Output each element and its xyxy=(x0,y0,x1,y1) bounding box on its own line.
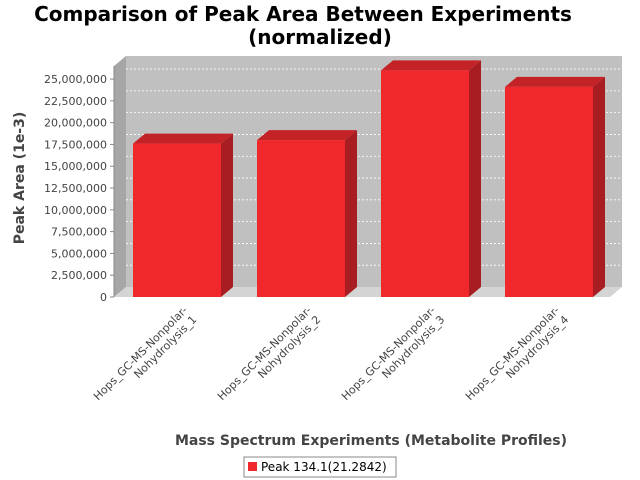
bar-side xyxy=(221,133,233,297)
y-tick-label: 22,500,000 xyxy=(44,95,107,108)
legend-box xyxy=(243,456,397,478)
x-axis-title: Mass Spectrum Experiments (Metabolite Pr… xyxy=(175,433,567,449)
y-tick-label: 2,500,000 xyxy=(51,269,107,282)
bar-front xyxy=(133,143,221,297)
chart-title: Comparison of Peak Area Between Experime… xyxy=(34,2,572,26)
legend: Peak 134.1(21.2842) xyxy=(243,456,397,478)
plot-background xyxy=(114,56,622,297)
y-tick-label: 25,000,000 xyxy=(44,73,107,86)
bar-top xyxy=(505,76,605,87)
y-tick-label: 17,500,000 xyxy=(44,138,107,151)
bar xyxy=(133,133,233,297)
x-tick-label: Hops_GC-MS-Nonpolar-Nohydrolysis_4 xyxy=(463,304,571,412)
legend-swatch xyxy=(248,462,257,471)
chart-subtitle: (normalized) xyxy=(248,25,392,49)
bar xyxy=(381,60,481,297)
bar-side xyxy=(345,130,357,297)
plot-left-wall xyxy=(114,56,126,297)
x-axis-tick-labels: Hops_GC-MS-Nonpolar-Nohydrolysis_1 Hops_G… xyxy=(91,304,571,412)
y-tick-label: 7,500,000 xyxy=(51,226,107,239)
plot-back-wall xyxy=(126,56,622,287)
y-axis: 0 2,500,000 5,000,000 7,500,000 10,000,000 12… xyxy=(44,66,115,304)
bar xyxy=(257,130,357,297)
bars xyxy=(133,60,605,298)
x-tick-label: Hops_GC-MS-Nonpolar-Nohydrolysis_3 xyxy=(339,304,447,412)
bar-side xyxy=(469,60,481,297)
bar-top xyxy=(133,133,233,144)
x-tick-label: Hops_GC-MS-Nonpolar-Nohydrolysis_1 xyxy=(91,304,199,412)
x-tick-label: Hops_GC-MS-Nonpolar-Nohydrolysis_2 xyxy=(215,304,323,412)
bar xyxy=(505,76,605,298)
y-tick-label: 0 xyxy=(100,291,107,304)
y-tick-label: 10,000,000 xyxy=(44,204,107,217)
y-axis-title: Peak Area (1e-3) xyxy=(12,112,28,245)
bar-top xyxy=(381,60,481,71)
y-tick-label: 15,000,000 xyxy=(44,160,107,173)
bar-side xyxy=(593,76,605,298)
y-tick-label: 12,500,000 xyxy=(44,182,107,195)
bar-front xyxy=(381,70,469,297)
y-tick-label: 20,000,000 xyxy=(44,117,107,130)
bar-top xyxy=(257,130,357,141)
legend-label: Peak 134.1(21.2842) xyxy=(261,460,387,474)
bar-front xyxy=(257,140,345,297)
bar-front xyxy=(505,86,593,298)
plot-floor xyxy=(114,287,622,297)
y-tick-label: 5,000,000 xyxy=(51,247,107,260)
